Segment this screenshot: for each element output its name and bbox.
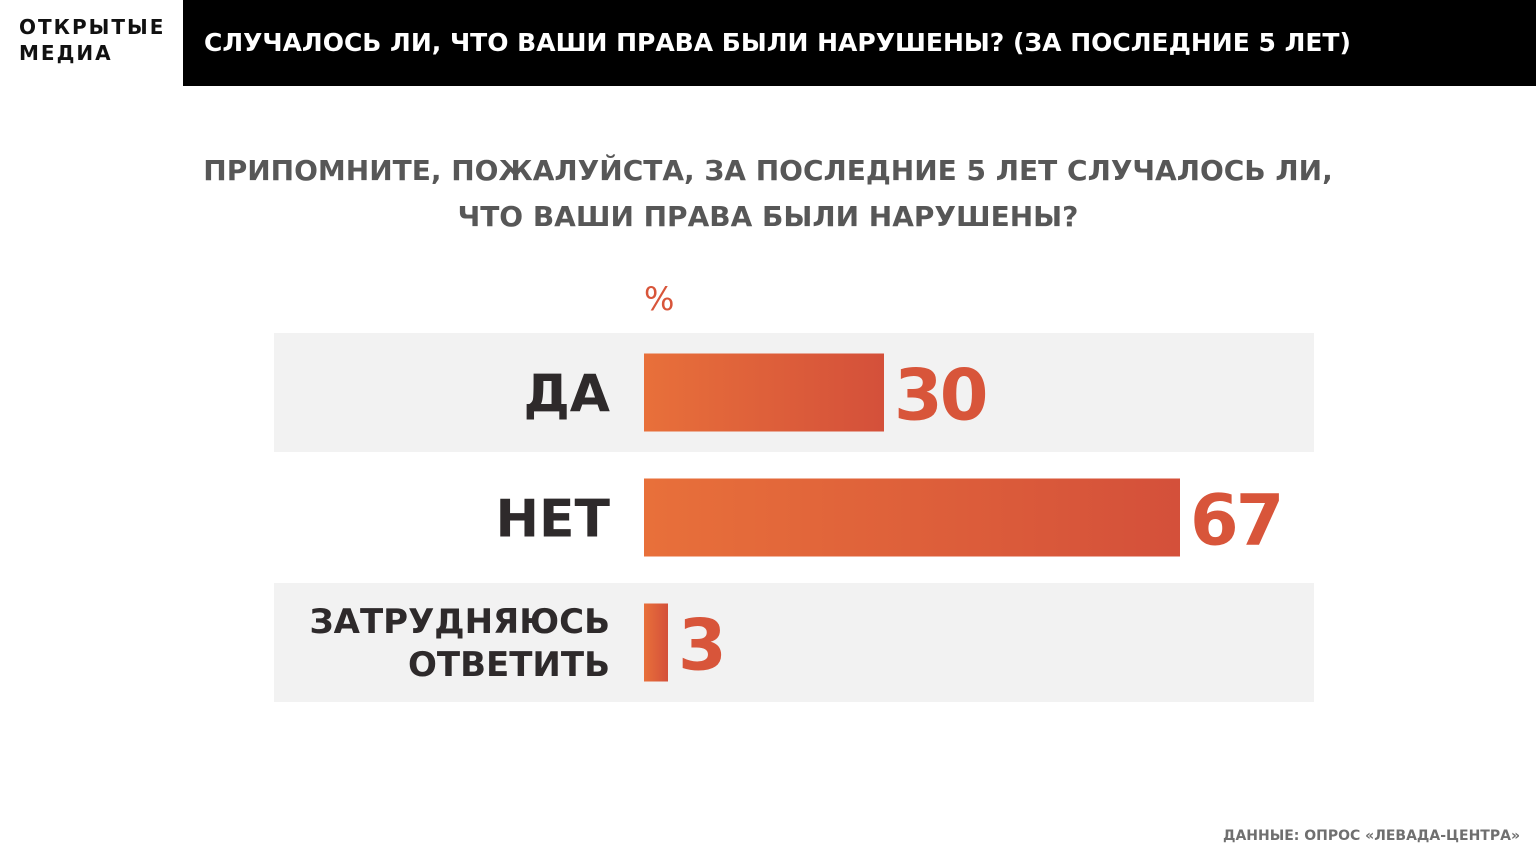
value-labels: 30 67 3 [678, 355, 1284, 687]
category-label: НЕТ [495, 490, 610, 550]
value-label: 3 [678, 605, 724, 687]
value-label: 30 [894, 355, 986, 437]
survey-question-line-2: ЧТО ВАШИ ПРАВА БЫЛИ НАРУШЕНЫ? [457, 200, 1079, 233]
unit-label: % [644, 280, 675, 318]
category-label-line: ОТВЕТИТЬ [408, 645, 610, 685]
category-label: ДА [523, 365, 610, 425]
bar [644, 478, 1180, 557]
survey-question: ПРИПОМНИТЕ, ПОЖАЛУЙСТА, ЗА ПОСЛЕДНИЕ 5 Л… [120, 148, 1416, 240]
row-band [274, 583, 1314, 702]
value-label: 67 [1190, 480, 1281, 562]
brand-logo: ОТКРЫТЫЕ МЕДИА [19, 14, 179, 66]
survey-question-line-1: ПРИПОМНИТЕ, ПОЖАЛУЙСТА, ЗА ПОСЛЕДНИЕ 5 Л… [203, 154, 1333, 187]
page-title: СЛУЧАЛОСЬ ЛИ, ЧТО ВАШИ ПРАВА БЫЛИ НАРУШЕ… [204, 28, 1351, 57]
logo-line-1: ОТКРЫТЫЕ [19, 15, 166, 39]
category-labels: ДА НЕТ ЗАТРУДНЯЮСЬ ОТВЕТИТЬ [310, 365, 611, 686]
category-label-line: ЗАТРУДНЯЮСЬ [310, 602, 611, 642]
logo-line-2: МЕДИА [19, 41, 113, 65]
row-bands [274, 333, 1314, 702]
header-bar: СЛУЧАЛОСЬ ЛИ, ЧТО ВАШИ ПРАВА БЫЛИ НАРУШЕ… [183, 0, 1536, 86]
bars [644, 353, 1180, 682]
data-source-note: ДАННЫЕ: ОПРОС «ЛЕВАДА-ЦЕНТРА» [1222, 828, 1520, 844]
bar [644, 603, 668, 682]
bar [644, 353, 884, 432]
category-label: ЗАТРУДНЯЮСЬ ОТВЕТИТЬ [310, 602, 611, 685]
